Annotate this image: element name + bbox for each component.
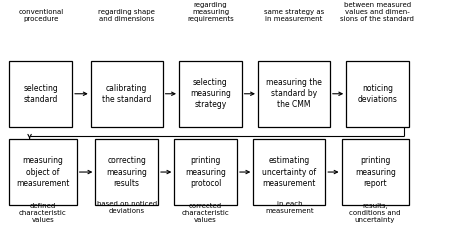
Text: noticing
deviations: noticing deviations (357, 84, 398, 104)
Text: same strategy as
in measurement: same strategy as in measurement (264, 9, 324, 22)
Text: printing
measuring
protocol: printing measuring protocol (185, 156, 226, 188)
Text: regarding
measuring
requirements: regarding measuring requirements (187, 2, 234, 22)
Bar (258, 61, 330, 127)
Text: corrected
characteristic
values: corrected characteristic values (182, 203, 229, 223)
Text: selecting
standard: selecting standard (23, 84, 58, 104)
Bar (346, 61, 409, 127)
Bar (9, 61, 72, 127)
Text: estimating
uncertainty of
measurement: estimating uncertainty of measurement (262, 156, 316, 188)
Text: based on noticed
deviations: based on noticed deviations (97, 201, 157, 214)
Bar (253, 139, 325, 205)
Text: defined
characteristic
values: defined characteristic values (19, 203, 67, 223)
Bar (341, 139, 409, 205)
Text: in each
measurement: in each measurement (265, 201, 314, 214)
Text: calibrating
the standard: calibrating the standard (102, 84, 151, 104)
Bar (95, 139, 158, 205)
Text: selecting
measuring
strategy: selecting measuring strategy (190, 78, 231, 109)
Text: conventional
procedure: conventional procedure (18, 9, 64, 22)
Text: printing
measuring
report: printing measuring report (355, 156, 396, 188)
Text: measuring
object of
measurement: measuring object of measurement (17, 156, 70, 188)
Bar (179, 61, 242, 127)
Text: regarding shape
and dimensions: regarding shape and dimensions (99, 9, 155, 22)
Bar (9, 139, 77, 205)
Text: measuring the
standard by
the CMM: measuring the standard by the CMM (266, 78, 322, 109)
Bar (91, 61, 163, 127)
Text: correcting
measuring
results: correcting measuring results (106, 156, 147, 188)
Bar (174, 139, 237, 205)
Text: between measured
values and dimen-
sions of the standard: between measured values and dimen- sions… (340, 2, 414, 22)
Text: results,
conditions and
uncertainty: results, conditions and uncertainty (349, 203, 401, 223)
